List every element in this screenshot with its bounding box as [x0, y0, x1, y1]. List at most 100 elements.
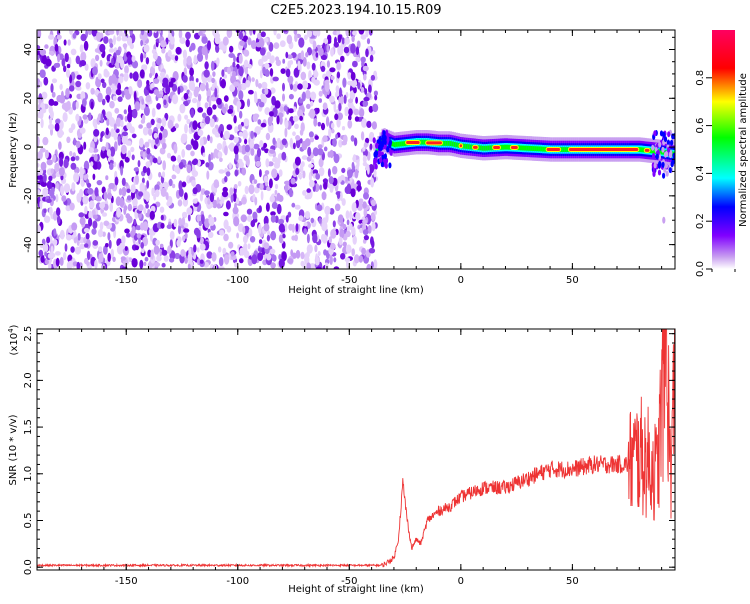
noise-cell [226, 30, 233, 39]
ridge-cell [455, 142, 458, 148]
tail-cell [658, 161, 662, 167]
noise-cell [328, 127, 332, 138]
noise-cell [303, 228, 308, 235]
noise-cell [259, 169, 262, 178]
ridge-cell [483, 145, 487, 151]
noise-cell [333, 153, 340, 164]
noise-cell [295, 223, 299, 232]
noise-cell [169, 230, 175, 240]
onset-cell [382, 130, 386, 137]
ridge-cell [506, 144, 509, 150]
noise-cell [356, 185, 362, 192]
noise-cell [209, 136, 213, 144]
noise-cell [125, 93, 132, 100]
noise-cell [321, 191, 327, 201]
noise-cell [344, 37, 350, 45]
noise-cell [58, 141, 62, 150]
ridge-core [568, 148, 639, 151]
noise-cell [196, 52, 204, 63]
noise-cell [185, 39, 190, 48]
noise-cell [83, 160, 90, 171]
noise-cell [177, 199, 183, 207]
noise-cell [344, 257, 351, 263]
onset-cell [388, 162, 392, 169]
spectrogram-y-tick-label: -20 [23, 188, 34, 204]
noise-cell [218, 126, 222, 134]
noise-cell [287, 211, 292, 218]
noise-cell [99, 221, 104, 231]
noise-cell [329, 67, 336, 73]
noise-cell [55, 182, 59, 190]
noise-cell [340, 252, 346, 260]
noise-cell [137, 160, 141, 168]
onset-cell [386, 136, 390, 143]
onset-cell [374, 163, 378, 170]
tail-cell [664, 162, 669, 169]
ridge-cell [528, 145, 531, 151]
noise-cell [218, 169, 225, 174]
noise-cell [55, 194, 59, 203]
noise-cell [300, 251, 305, 260]
noise-cell [263, 175, 268, 183]
noise-cell [369, 143, 373, 150]
snr-ylabel: SNR (10 * v/v) [8, 414, 19, 485]
noise-cell [258, 101, 265, 108]
noise-cell [113, 132, 118, 141]
tail-cell [666, 139, 671, 146]
noise-cell [166, 201, 171, 207]
noise-cell [85, 82, 91, 90]
noise-cell [300, 71, 307, 81]
noise-cell [278, 254, 282, 261]
noise-cell [43, 173, 47, 183]
noise-cell [46, 180, 53, 190]
ridge-cell [564, 147, 567, 152]
noise-cell [91, 228, 97, 235]
noise-cell [276, 203, 282, 215]
noise-cell [99, 202, 106, 209]
noise-cell [51, 78, 58, 84]
noise-cell [202, 152, 206, 158]
noise-cell [334, 113, 339, 121]
noise-cell [242, 226, 246, 235]
noise-cell [118, 76, 124, 84]
noise-cell [191, 179, 196, 187]
ridge-cell [504, 144, 507, 150]
noise-cell [48, 123, 55, 130]
noise-cell [200, 122, 205, 129]
noise-cell [361, 118, 367, 128]
noise-cell [342, 77, 347, 88]
noise-cell [209, 118, 215, 128]
noise-cell [315, 257, 320, 263]
noise-cell [325, 70, 332, 78]
onset-cell [380, 161, 384, 168]
noise-cell [182, 49, 187, 60]
noise-cell [294, 234, 298, 242]
ridge-cell [500, 144, 503, 150]
noise-cell [94, 187, 99, 197]
noise-cell [337, 112, 343, 121]
noise-cell [145, 193, 150, 202]
noise-cell [176, 239, 181, 247]
noise-cell [347, 98, 354, 104]
noise-cell [204, 190, 210, 196]
noise-cell [98, 253, 102, 263]
noise-cell [169, 257, 175, 263]
snr-x-tick-label: 50 [566, 576, 579, 587]
noise-cell [232, 191, 237, 203]
ridge-cell [526, 145, 529, 151]
noise-cell [211, 83, 215, 92]
noise-cell [191, 97, 198, 104]
noise-cell [261, 81, 268, 90]
noise-cell [139, 182, 145, 193]
noise-cell [282, 233, 286, 239]
noise-cell [343, 46, 350, 54]
noise-cell [358, 30, 365, 35]
noise-cell [276, 141, 281, 149]
noise-cell [148, 128, 153, 136]
noise-cell [350, 135, 355, 142]
ridge-cell [536, 146, 539, 152]
noise-cell [151, 187, 155, 197]
noise-cell [57, 53, 61, 63]
noise-cell [366, 120, 372, 128]
